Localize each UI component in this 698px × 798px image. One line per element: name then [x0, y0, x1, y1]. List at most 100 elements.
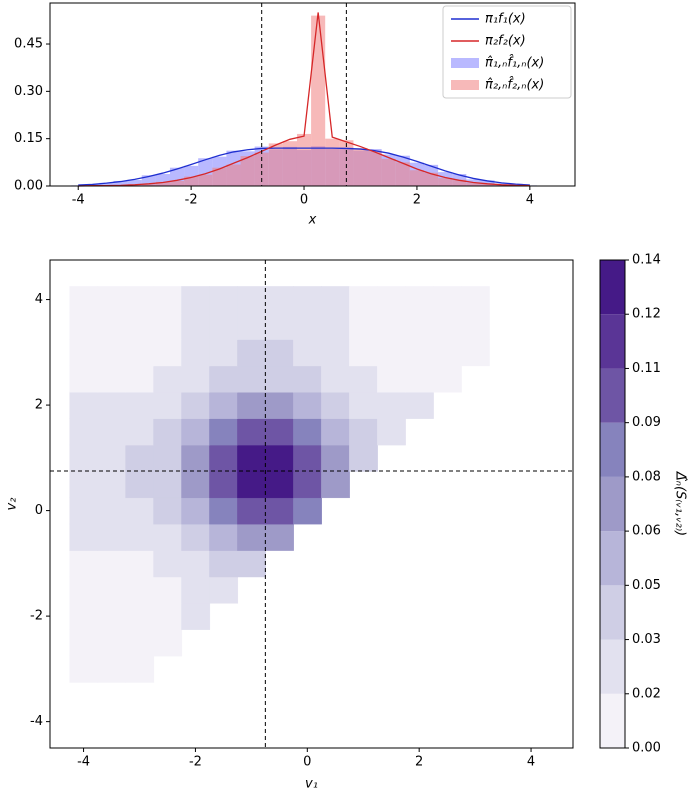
contour-cell	[69, 365, 99, 393]
contour-cell	[293, 286, 322, 314]
hist-bar	[198, 174, 213, 186]
legend-patch	[451, 58, 479, 68]
y-tick-label: 4	[35, 292, 43, 307]
legend-box	[442, 5, 572, 99]
contour-cell	[97, 286, 127, 314]
x-tick-label: 0	[303, 755, 311, 770]
contour-cell	[237, 523, 267, 551]
contour-cell	[97, 444, 127, 472]
contour-cell	[153, 312, 183, 340]
contour-cell	[209, 550, 239, 578]
contour-cell	[349, 418, 378, 446]
hist-bar	[141, 184, 156, 186]
contour-cell	[433, 312, 462, 340]
colorbar-tick-label: 0.11	[632, 361, 661, 376]
contour-cell	[349, 312, 378, 340]
contour-cell	[265, 418, 294, 446]
contour-cell	[377, 312, 406, 340]
hist-bar	[466, 182, 481, 186]
contour-cell	[237, 338, 267, 367]
hist-bar	[113, 180, 128, 186]
contour-cell	[405, 312, 434, 340]
hist-bar	[226, 164, 241, 186]
hist-bar	[296, 133, 312, 186]
legend-label: π̂₂,ₙf̂₂,ₙ(x)	[485, 77, 544, 92]
contour-cell	[209, 391, 239, 419]
contour-cell	[209, 338, 239, 367]
y-tick-label: 0	[35, 503, 43, 518]
contour-cell	[293, 312, 322, 340]
contour-cell	[433, 365, 462, 393]
contour-cell	[69, 523, 99, 551]
x-tick-label: 4	[527, 755, 535, 770]
contour-cell	[125, 391, 155, 419]
contour-cell	[125, 338, 155, 367]
contour-cell	[97, 655, 127, 683]
contour-cell	[293, 391, 322, 419]
contour-cell	[460, 338, 490, 367]
contour-cell	[321, 286, 350, 314]
contour-cell	[153, 629, 183, 657]
contour-cell	[125, 655, 155, 683]
colorbar-tick-label: 0.12	[632, 307, 661, 322]
contour-cell	[125, 550, 155, 578]
contour-cell	[125, 312, 155, 340]
contour-cell	[69, 444, 99, 472]
hist-bar	[155, 181, 170, 186]
hist-bar	[268, 143, 283, 186]
contour-cell	[237, 286, 267, 314]
contour-cell	[377, 391, 406, 419]
contour-cell	[293, 497, 322, 525]
y-tick-label: 2	[35, 398, 43, 413]
contour-cell	[97, 312, 127, 340]
contour-cell	[265, 470, 294, 499]
density-line	[78, 12, 530, 187]
contour-cell	[153, 365, 183, 393]
contour-cell	[153, 497, 183, 525]
y-tick-label: -4	[30, 714, 43, 729]
contour-cell	[293, 365, 322, 393]
colorbar-band	[600, 585, 625, 640]
x-tick-label: -2	[185, 193, 198, 208]
hist-bar	[353, 148, 368, 186]
contour-cell	[181, 312, 211, 340]
contour-cell	[181, 550, 211, 578]
contour-cell	[321, 312, 350, 340]
contour-cell	[265, 286, 294, 314]
x-tick-label: 4	[526, 193, 534, 208]
contour-cell	[265, 444, 294, 472]
contour-cell	[125, 523, 155, 551]
y-tick-label: 0.45	[14, 37, 43, 52]
contour-cell	[405, 338, 434, 367]
contour-cell	[69, 576, 99, 604]
hist-bar	[184, 176, 199, 186]
x-tick-label: 2	[415, 755, 423, 770]
x-tick-label: 2	[413, 193, 421, 208]
contour-cell	[293, 338, 322, 367]
contour-cell	[209, 365, 239, 393]
colorbar-band	[600, 693, 625, 748]
contour-cell	[181, 365, 211, 393]
contour-cell	[181, 602, 211, 630]
contour-cell	[265, 523, 294, 551]
contour-cell	[69, 655, 99, 683]
legend-label: π̂₁,ₙf̂₁,ₙ(x)	[485, 55, 544, 70]
contour-cell	[97, 576, 127, 604]
contour-cell	[460, 312, 490, 340]
y-tick-label: 0.30	[14, 84, 43, 99]
contour-cell	[321, 338, 350, 367]
contour-cell	[69, 602, 99, 630]
contour-cell	[125, 286, 155, 314]
hist-bar	[155, 174, 170, 186]
contour-cell	[209, 470, 239, 499]
contour-cell	[97, 470, 127, 499]
contour-cell	[97, 497, 127, 525]
contour-cell	[153, 286, 183, 314]
contour-cell	[209, 444, 239, 472]
colorbar-band	[600, 422, 625, 477]
contour-cell	[433, 286, 462, 314]
colorbar-band	[600, 639, 625, 694]
hist-bar	[367, 150, 382, 186]
hist-bar	[254, 152, 269, 186]
